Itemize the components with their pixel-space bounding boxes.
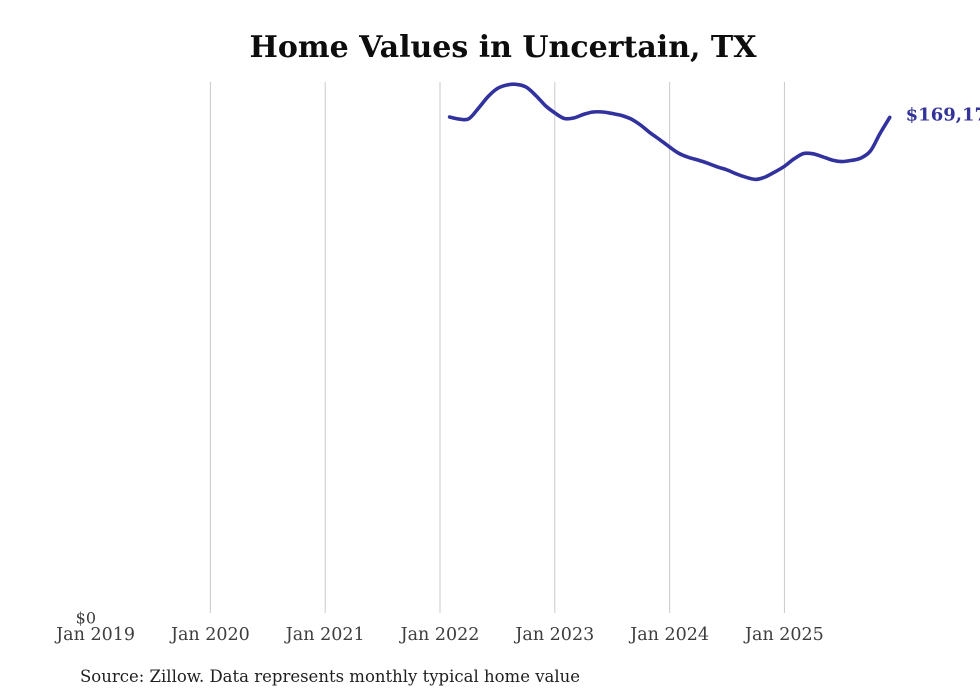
- x-tick-label-2024-01: Jan 2024: [628, 625, 709, 645]
- x-tick-label-2020-01: Jan 2020: [169, 625, 250, 645]
- x-tick-label-2021-01: Jan 2021: [284, 625, 365, 645]
- source-note: Source: Zillow. Data represents monthly …: [80, 667, 581, 686]
- x-tick-label-2023-01: Jan 2023: [513, 625, 594, 645]
- x-tick-label-2019-01: Jan 2019: [54, 625, 135, 645]
- chart-title: Home Values in Uncertain, TX: [249, 30, 757, 65]
- x-axis-tick-labels: Jan 2019 Jan 2020 Jan 2021 Jan 2022 Jan 2023…: [54, 625, 824, 645]
- y-axis-zero-label: $0: [75, 608, 96, 628]
- latest-value-label: $169,176: [905, 104, 980, 126]
- x-tick-label-2025-01: Jan 2025: [743, 625, 824, 645]
- gridlines: [209, 82, 785, 613]
- x-tick-label-2022-01: Jan 2022: [399, 625, 480, 645]
- home-value-line: [447, 82, 892, 182]
